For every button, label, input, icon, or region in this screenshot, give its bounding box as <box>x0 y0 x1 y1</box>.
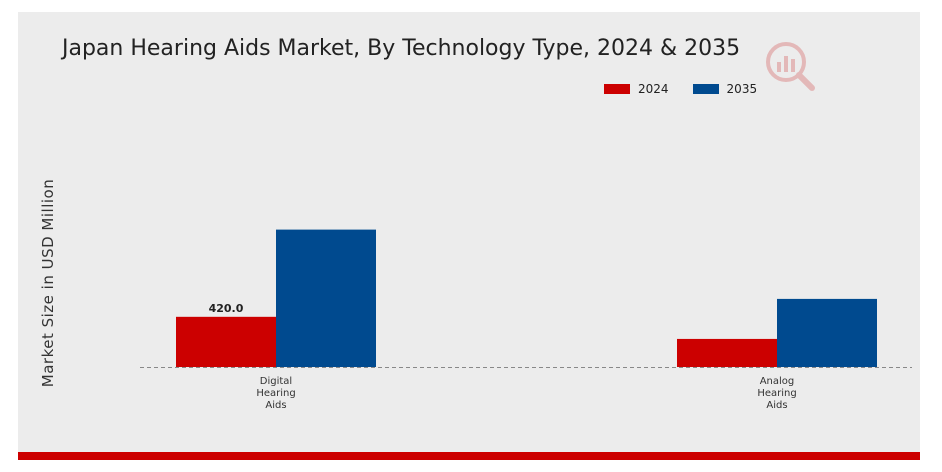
category-labels: Digital Hearing Aids Analog Hearing Aids <box>256 376 796 411</box>
data-label: 420.0 <box>209 302 244 315</box>
y-axis-label: Market Size in USD Million <box>39 179 57 387</box>
legend-label-2035: 2035 <box>726 82 758 96</box>
legend-swatch-2035 <box>692 84 719 94</box>
legend-item-2024: 2024 <box>604 82 669 96</box>
bar-2035-digital-hearing-aids <box>276 229 376 367</box>
bottom-accent-bar <box>18 452 920 460</box>
x-tick-label-digital-hearing-aids: Digital Hearing Aids <box>256 376 295 411</box>
bar-group <box>176 229 877 367</box>
legend-label-2024: 2024 <box>638 82 669 96</box>
bar-2024-analog-hearing-aids <box>677 338 777 367</box>
bar-2024-digital-hearing-aids <box>176 316 276 367</box>
bar-2035-analog-hearing-aids <box>777 298 877 367</box>
chart-title: Japan Hearing Aids Market, By Technology… <box>62 36 741 61</box>
market-research-logo-icon <box>766 42 815 91</box>
chart-legend: 2024 2035 <box>604 82 781 96</box>
legend-swatch-2024 <box>604 84 630 94</box>
chart-card <box>18 12 920 452</box>
x-tick-label-analog-hearing-aids: Analog Hearing Aids <box>757 376 796 411</box>
legend-item-2035: 2035 <box>692 82 758 96</box>
data-labels: 420.0 <box>209 302 244 315</box>
